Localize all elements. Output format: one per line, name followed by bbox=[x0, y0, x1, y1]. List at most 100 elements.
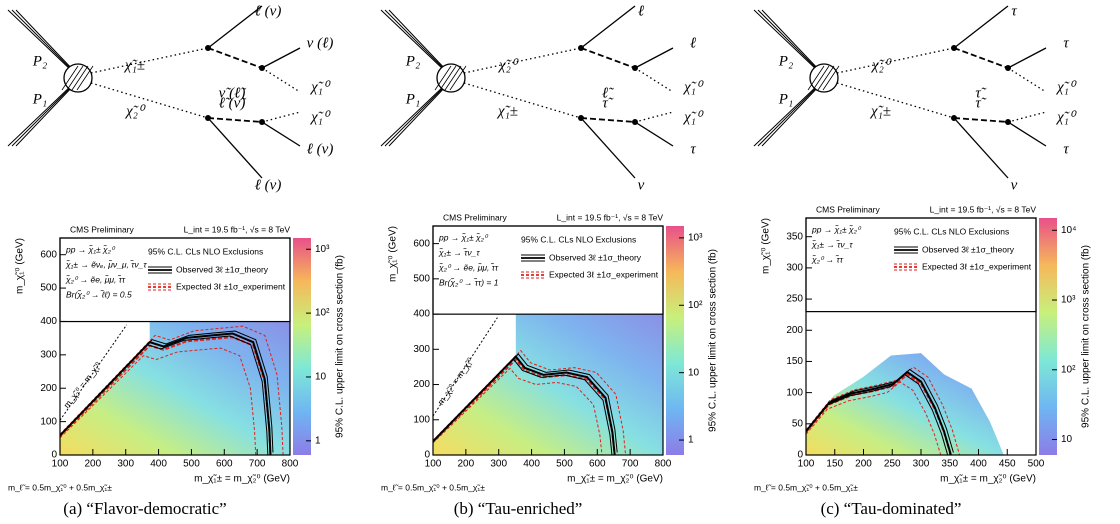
x-tick-label: 100 bbox=[798, 459, 815, 470]
particle-label: χ̃₂⁰ bbox=[870, 57, 892, 73]
diagram-line bbox=[634, 47, 674, 69]
observed-band bbox=[433, 358, 613, 455]
particle-label: ν̃ (ℓ̃) bbox=[219, 85, 247, 101]
lumi-label: L_int = 19.5 fb⁻¹, √s = 8 TeV bbox=[184, 224, 291, 234]
observed-contour bbox=[806, 370, 952, 455]
x-tick-label: 600 bbox=[589, 459, 606, 470]
legend-entry: Expected 3ℓ ±1σ_experiment bbox=[176, 281, 286, 291]
diagram-line bbox=[449, 65, 467, 91]
diagram-line bbox=[463, 82, 582, 119]
particle-label: χ̃₂⁰ bbox=[124, 103, 146, 119]
legend-entry: Observed 3ℓ ±1σ_theory bbox=[549, 252, 642, 262]
heatmap bbox=[806, 353, 1004, 455]
particle-label: P₁ bbox=[405, 91, 420, 107]
process-text: χ̃₂⁰ → ẽe, μ̃μ, τ̃τ bbox=[65, 273, 126, 284]
mass-relation: m_ℓ̃ = 0.5m_χ̃₁⁰ + 0.5m_χ̃₁± bbox=[381, 482, 485, 492]
diagram-line bbox=[384, 87, 444, 147]
y-tick-label: 250 bbox=[786, 294, 803, 305]
process-text: pp → χ̃₁± χ̃₂⁰ bbox=[438, 231, 489, 242]
diagram-line bbox=[388, 9, 445, 69]
z-axis-label: 95% C.L. upper limit on cross section (f… bbox=[335, 255, 346, 438]
diagram-line bbox=[953, 117, 1009, 123]
particle-label: P₁ bbox=[32, 91, 47, 107]
z-tick-label: 10³ bbox=[315, 244, 330, 255]
diagram-line bbox=[580, 47, 636, 69]
particle-label: ℓ̃ (ν̃) bbox=[219, 95, 247, 111]
process-text: pp → χ̃₁± χ̃₂⁰ bbox=[811, 223, 862, 234]
legend-box bbox=[432, 225, 664, 315]
z-tick-label: 10² bbox=[688, 300, 703, 311]
diagram-line bbox=[444, 65, 462, 91]
x-tick-label: 300 bbox=[913, 459, 930, 470]
particle-label: χ̃₁± bbox=[496, 103, 518, 119]
x-tick-label: 800 bbox=[655, 459, 672, 470]
expected-band bbox=[433, 367, 603, 455]
x-axis-label: m_χ̃₁± = m_χ̃₂⁰ (GeV) bbox=[567, 474, 663, 485]
process-text: χ̃₁± → τ̃ν_τ bbox=[438, 246, 480, 257]
y-tick-label: 400 bbox=[40, 316, 57, 327]
x-tick-label: 200 bbox=[85, 459, 102, 470]
vertex bbox=[205, 115, 211, 121]
diagram-line bbox=[1007, 121, 1047, 147]
x-tick-label: 600 bbox=[216, 459, 233, 470]
diagram-line bbox=[463, 47, 582, 74]
y-axis-label: m_χ̃₁⁰ (GeV) bbox=[15, 238, 26, 294]
expected-contour bbox=[433, 358, 616, 455]
x-tick-label: 100 bbox=[425, 459, 442, 470]
diagram-line bbox=[90, 82, 209, 119]
expected-band bbox=[60, 325, 284, 455]
y-tick-label: 0 bbox=[51, 450, 57, 461]
z-tick-label: 10 bbox=[688, 367, 700, 378]
diagram-line bbox=[753, 87, 816, 147]
diagram-line bbox=[207, 117, 263, 123]
particle-label: τ̃ bbox=[975, 95, 986, 111]
particle-label: ν bbox=[638, 177, 645, 193]
particle-label: ν bbox=[1011, 177, 1018, 193]
colorbar bbox=[666, 226, 684, 455]
diagonal-label: m_χ̃₂⁰ = m_χ̃₁⁰ bbox=[435, 355, 475, 406]
y-tick-label: 150 bbox=[786, 356, 803, 367]
diagram-line bbox=[634, 111, 674, 123]
diagram-line bbox=[836, 82, 955, 119]
y-axis-label: m_χ̃₁⁰ (GeV) bbox=[388, 226, 399, 282]
y-tick-label: 0 bbox=[797, 450, 803, 461]
y-tick-label: 300 bbox=[40, 349, 57, 360]
y-tick-label: 400 bbox=[413, 309, 430, 320]
diagram-line bbox=[812, 65, 830, 91]
particle-label: χ̃₁⁰ bbox=[309, 79, 331, 95]
z-tick-label: 1 bbox=[315, 435, 321, 446]
diagram-line bbox=[580, 117, 636, 179]
z-tick-label: 1 bbox=[688, 435, 694, 446]
z-tick-label: 10⁴ bbox=[1061, 225, 1076, 236]
expected-band bbox=[433, 349, 627, 455]
caption: (c) “Tau-dominated” bbox=[821, 499, 962, 518]
x-tick-label: 300 bbox=[490, 459, 507, 470]
process-text: χ̃₁± → ẽνₑ, μ̃ν_μ, τ̃ν_τ bbox=[65, 258, 147, 269]
particle-label: χ̃₁± bbox=[123, 57, 145, 73]
diagram-line bbox=[761, 9, 818, 69]
mass-relation: m_ℓ̃ = 0.5m_χ̃₁⁰ + 0.5m_χ̃₁± bbox=[8, 482, 112, 492]
diagram-line bbox=[953, 47, 1009, 69]
particle-label: P₂ bbox=[32, 53, 47, 69]
x-axis-label: m_χ̃₁± = m_χ̃₂⁰ (GeV) bbox=[940, 474, 1036, 485]
particle-label: ℓ bbox=[638, 3, 644, 19]
x-tick-label: 400 bbox=[523, 459, 540, 470]
process-text: Br(χ̃₂⁰ → ℓ̃ℓ) = 0.5 bbox=[66, 288, 132, 299]
x-tick-label: 450 bbox=[999, 459, 1016, 470]
diagram-line bbox=[15, 9, 72, 69]
y-tick-label: 100 bbox=[786, 387, 803, 398]
diagram-line bbox=[753, 9, 816, 69]
kinematic-limit bbox=[60, 324, 128, 421]
vertex bbox=[632, 65, 638, 71]
y-tick-label: 500 bbox=[40, 283, 57, 294]
diagram-line bbox=[7, 9, 70, 69]
process-text: χ̃₂⁰ → τ̃τ bbox=[811, 253, 844, 264]
z-axis-label: 95% C.L. upper limit on cross section (f… bbox=[708, 249, 719, 432]
diagram-line bbox=[11, 87, 71, 147]
z-tick-label: 10³ bbox=[688, 233, 703, 244]
expected-band bbox=[806, 366, 961, 455]
diagram-line bbox=[817, 65, 835, 91]
diagram-line bbox=[61, 65, 79, 91]
y-tick-label: 600 bbox=[413, 238, 430, 249]
